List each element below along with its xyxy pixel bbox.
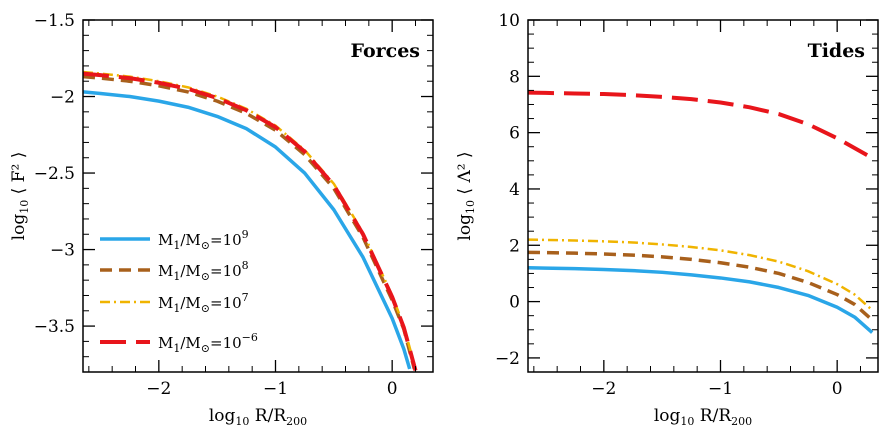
forces-ytick-label: −2.5 (34, 164, 75, 184)
forces-series-group (83, 70, 418, 371)
tides-xtick-label: 0 (832, 379, 843, 399)
legend-label-1e-6: M1/M⊙=10−6 (158, 331, 258, 355)
legend-label-1e9: M1/M⊙=109 (158, 228, 249, 252)
tides-ticks: −2 −1 0 10 8 6 4 2 0 −2 (495, 11, 878, 399)
tides-panel: −2 −1 0 10 8 6 4 2 0 −2 Tides log10 R/R200 log10 … (455, 11, 879, 428)
tides-series-1e-6 (528, 90, 874, 160)
tides-x-axis-title: log10 R/R200 (654, 406, 752, 428)
tides-xtick-label: −1 (708, 379, 733, 399)
forces-legend: M1/M⊙=109 M1/M⊙=108 M1/M⊙=107 M1/M⊙=10−6 (100, 228, 258, 355)
tides-ytick-label: 0 (509, 293, 520, 313)
forces-y-axis-title: log10 ⟨ F² ⟩ (9, 152, 31, 241)
tides-y-axis-title: log10 ⟨ Λ² ⟩ (455, 151, 477, 240)
forces-panel: −2 −1 0 −1.5 −2 −2.5 −3 −3.5 Forces M1/M⊙=109 M… (9, 11, 434, 428)
forces-ytick-label: −1.5 (34, 11, 75, 31)
forces-ticks: −2 −1 0 −1.5 −2 −2.5 −3 −3.5 (34, 11, 433, 399)
forces-plot-frame (82, 19, 434, 373)
forces-ytick-label: −3.5 (34, 317, 75, 337)
forces-ytick-label: −3 (50, 241, 75, 261)
legend-label-1e8: M1/M⊙=108 (158, 259, 249, 283)
tides-series-1e9 (528, 266, 874, 334)
legend-label-1e7: M1/M⊙=107 (158, 291, 249, 315)
forces-series-1e8 (83, 74, 417, 370)
tides-series-1e8 (528, 250, 874, 322)
forces-x-axis-title: log10 R/R200 (209, 406, 307, 428)
tides-xtick-label: −2 (591, 379, 616, 399)
tides-ytick-label: 4 (509, 180, 520, 200)
tides-ytick-label: 6 (509, 124, 520, 144)
tides-ytick-label: 2 (509, 236, 520, 256)
tides-title: Tides (808, 40, 865, 62)
tides-series-group (528, 90, 874, 334)
forces-series-1e-6 (83, 71, 418, 371)
tides-series-1e7 (528, 238, 873, 311)
tides-ytick-label: −2 (495, 349, 520, 369)
tides-ytick-label: 8 (509, 67, 520, 87)
forces-xtick-label: −2 (146, 379, 171, 399)
tides-plot-frame (527, 19, 879, 373)
forces-series-1e9 (83, 90, 412, 370)
tides-ytick-label: 10 (498, 11, 520, 31)
forces-xtick-label: 0 (387, 379, 398, 399)
forces-title: Forces (351, 40, 421, 62)
forces-ytick-label: −2 (50, 88, 75, 108)
forces-xtick-label: −1 (263, 379, 288, 399)
